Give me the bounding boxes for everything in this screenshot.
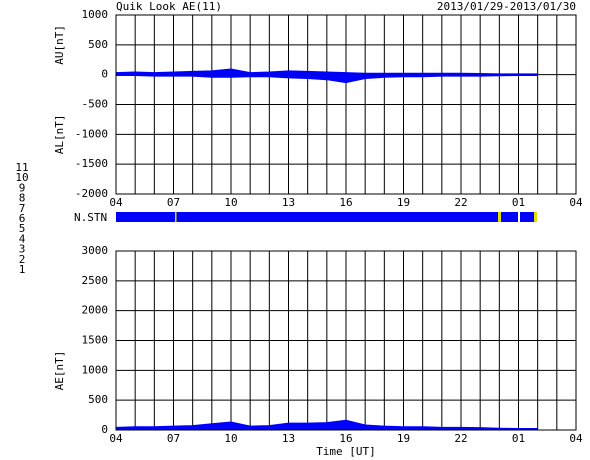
y-tick-label: 0 [101,68,108,81]
x-tick-label: 04 [569,196,583,209]
x-tick-label: 04 [109,196,123,209]
y-tick-label: -500 [82,98,109,111]
series-line [115,419,538,430]
station-count: 1 [19,263,26,276]
station-count: 5 [19,222,26,235]
x-tick-label: 01 [512,432,525,445]
station-count: 3 [19,243,26,256]
y-tick-label: 1000 [82,363,109,376]
title: Quik Look AE(11) [116,0,222,13]
y-tick-label: 1500 [82,334,109,347]
station-count: 4 [19,232,26,245]
x-tick-label: 16 [339,432,352,445]
y-tick-label: -1000 [75,127,108,140]
plot-frame [115,250,577,431]
y-tick-label: -1500 [75,157,108,170]
series-line [116,74,538,84]
station-gap [518,212,520,222]
x-tick-label: 16 [339,196,352,209]
y-tick-label: 500 [88,393,108,406]
station-count: 7 [19,202,26,215]
y-tick-label: -2000 [75,187,108,200]
station-gap [498,212,501,222]
station-count: 9 [19,181,26,194]
x-tick-label: 10 [224,432,237,445]
x-tick-label: 13 [282,432,295,445]
x-tick-label: 19 [397,432,410,445]
station-label: N.STN [74,211,107,224]
x-tick-label: 22 [454,196,467,209]
plot-frame [115,14,577,195]
station-bar [116,212,537,222]
y-tick-label: 0 [101,423,108,436]
series-line [115,68,538,75]
x-axis-label: Time [UT] [316,445,376,458]
y-axis-label: AL[nT] [53,114,66,154]
x-tick-label: 04 [569,432,583,445]
x-tick-label: 10 [224,196,237,209]
y-axis-label: AU[nT] [53,25,66,65]
y-tick-label: 1000 [82,8,109,21]
station-count: 2 [19,253,26,266]
x-tick-label: 04 [109,432,123,445]
station-count: 8 [19,192,26,205]
y-axis-label: AE[nT] [53,351,66,391]
y-tick-label: 2500 [82,274,109,287]
x-tick-label: 07 [167,196,180,209]
station-count: 10 [15,171,28,184]
x-tick-label: 01 [512,196,525,209]
station-gap [534,212,537,222]
x-tick-label: 07 [167,432,180,445]
x-tick-label: 19 [397,196,410,209]
date-range: 2013/01/29-2013/01/30 [437,0,576,13]
station-gap [175,212,177,222]
x-tick-label: 22 [454,432,467,445]
y-tick-label: 2000 [82,304,109,317]
station-count: 6 [19,212,26,225]
y-tick-label: 3000 [82,244,109,257]
station-count: 11 [15,161,28,174]
y-tick-label: 500 [88,38,108,51]
x-tick-label: 13 [282,196,295,209]
